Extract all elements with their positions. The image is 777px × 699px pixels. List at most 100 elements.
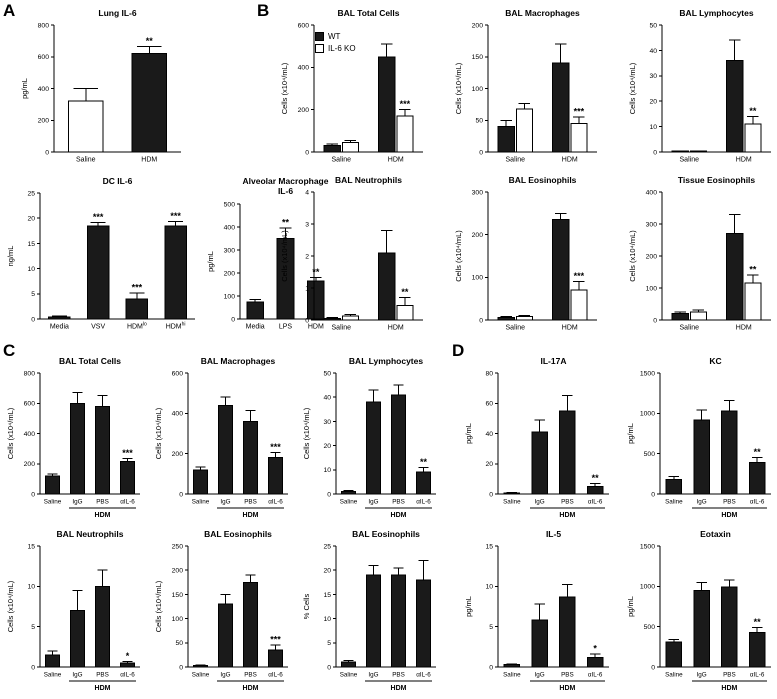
- svg-text:***: ***: [170, 211, 181, 221]
- svg-text:1000: 1000: [640, 584, 655, 591]
- svg-text:0: 0: [653, 149, 657, 156]
- svg-text:20: 20: [649, 99, 657, 106]
- svg-text:**: **: [312, 267, 320, 277]
- svg-text:HDM: HDM: [736, 325, 752, 332]
- svg-text:Cells (x10⁴/mL): Cells (x10⁴/mL): [628, 230, 637, 282]
- svg-text:HDM: HDM: [388, 325, 404, 332]
- svg-text:0: 0: [179, 664, 183, 671]
- svg-text:BAL Lymphocytes: BAL Lymphocytes: [679, 8, 753, 18]
- svg-text:***: ***: [132, 282, 143, 292]
- svg-text:600: 600: [24, 401, 36, 408]
- svg-text:BAL Neutrophils: BAL Neutrophils: [335, 175, 402, 185]
- svg-text:300: 300: [646, 221, 658, 228]
- svg-text:0: 0: [651, 491, 655, 498]
- svg-text:600: 600: [172, 370, 184, 377]
- svg-text:500: 500: [644, 451, 656, 458]
- chart-bal-lymphocytes-c: 0 10 20 30 40 50 Cells (x10⁴/mL) BAL Lymphocyte…: [300, 352, 441, 524]
- svg-text:IgG: IgG: [368, 499, 378, 506]
- svg-text:0: 0: [489, 491, 493, 498]
- chart-eotaxin: 0 500 1000 1500 pg/mL Eotaxin ** Saline IgG PBS αI…: [624, 525, 776, 697]
- svg-text:4: 4: [305, 189, 309, 196]
- svg-text:50: 50: [323, 370, 331, 377]
- svg-text:Cells (x10⁴/mL): Cells (x10⁴/mL): [454, 62, 463, 114]
- svg-text:HDM: HDM: [95, 685, 111, 692]
- chart-bal-lymphocytes-b: 0 10 20 30 40 50 Cells (x10⁴/mL) BAL Lymphocyte…: [626, 4, 776, 168]
- svg-text:3: 3: [305, 221, 309, 228]
- svg-text:0: 0: [31, 664, 35, 671]
- svg-text:IgG: IgG: [220, 499, 230, 506]
- svg-text:BAL Total Cells: BAL Total Cells: [337, 8, 399, 18]
- svg-text:5: 5: [31, 291, 35, 298]
- svg-text:200: 200: [224, 270, 236, 277]
- svg-text:*: *: [593, 644, 597, 654]
- svg-text:HDM: HDM: [721, 512, 737, 519]
- svg-text:Saline: Saline: [665, 672, 683, 679]
- svg-text:PBS: PBS: [392, 499, 405, 506]
- svg-text:pg/mL: pg/mL: [20, 78, 29, 99]
- svg-text:αIL-6: αIL-6: [750, 672, 765, 679]
- svg-text:pg/mL: pg/mL: [464, 423, 473, 444]
- svg-text:0: 0: [179, 491, 183, 498]
- svg-text:200: 200: [472, 232, 484, 239]
- svg-text:Media: Media: [246, 324, 265, 331]
- svg-text:HDM: HDM: [559, 512, 575, 519]
- svg-text:800: 800: [24, 370, 36, 377]
- svg-text:**: **: [146, 36, 154, 46]
- svg-text:Cells (x10⁴/mL): Cells (x10⁴/mL): [628, 62, 637, 114]
- svg-text:25: 25: [27, 190, 35, 197]
- il6ko-swatch-icon: [315, 44, 324, 53]
- svg-text:Saline: Saline: [192, 672, 210, 679]
- svg-text:15: 15: [323, 592, 331, 599]
- svg-text:**: **: [282, 218, 290, 228]
- svg-text:BAL Eosinophils: BAL Eosinophils: [204, 529, 272, 539]
- svg-text:***: ***: [574, 271, 585, 281]
- svg-text:0: 0: [479, 317, 483, 324]
- svg-text:HDM: HDM: [388, 157, 404, 164]
- svg-text:BAL Total Cells: BAL Total Cells: [59, 356, 121, 366]
- legend-label-il6ko: IL-6 KO: [328, 44, 356, 53]
- svg-text:HDM: HDM: [308, 324, 324, 331]
- svg-text:400: 400: [646, 189, 658, 196]
- svg-text:αIL-6: αIL-6: [120, 672, 135, 679]
- svg-text:Cells (x10⁴/mL): Cells (x10⁴/mL): [154, 580, 163, 632]
- svg-text:Saline: Saline: [192, 499, 210, 506]
- svg-text:15: 15: [27, 543, 35, 550]
- svg-text:Saline: Saline: [332, 157, 352, 164]
- svg-text:Saline: Saline: [680, 325, 700, 332]
- chart-bal-eosinophils-b: 0 100 200 300 Cells (x10⁴/mL) BAL Eosinophils…: [452, 171, 602, 336]
- svg-text:IgG: IgG: [697, 499, 707, 506]
- svg-text:IL-17A: IL-17A: [541, 356, 567, 366]
- chart-kc: 0 500 1000 1500 pg/mL KC ** Saline IgG PBS αIL-6 HD…: [624, 352, 776, 524]
- svg-text:Saline: Saline: [503, 672, 521, 679]
- svg-text:HDM: HDM: [559, 685, 575, 692]
- svg-text:20: 20: [323, 443, 331, 450]
- svg-text:200: 200: [172, 568, 184, 575]
- svg-text:10: 10: [27, 584, 35, 591]
- chart-bal-neutrophils-b: 0 1 2 3 4 Cells (x10⁴/mL) BAL Neutrophils ** Sal…: [278, 171, 428, 336]
- panel-label-d: D: [452, 341, 465, 360]
- svg-text:200: 200: [38, 118, 50, 125]
- svg-text:IgG: IgG: [535, 499, 545, 506]
- svg-text:30: 30: [649, 73, 657, 80]
- chart-bal-total-cells-c: 0 200 400 600 800 Cells (x10⁴/mL) BAL Total Ce…: [4, 352, 145, 524]
- svg-text:100: 100: [172, 616, 184, 623]
- svg-text:IL-6: IL-6: [278, 186, 293, 196]
- svg-text:αIL-6: αIL-6: [416, 672, 431, 679]
- svg-text:1: 1: [305, 285, 309, 292]
- chart-lung-il6: 0 200 400 600 800 pg/mL Lung IL-6 ** Saline HDM: [18, 4, 186, 168]
- svg-text:HDM: HDM: [736, 157, 752, 164]
- svg-text:αIL-6: αIL-6: [588, 672, 603, 679]
- panel-b: 0 200 400 600 Cells (x10⁴/mL) BAL Total Cells…: [278, 4, 776, 336]
- svg-text:20: 20: [323, 568, 331, 575]
- svg-text:100: 100: [646, 285, 658, 292]
- svg-text:Saline: Saline: [340, 499, 358, 506]
- svg-text:VSV: VSV: [91, 324, 105, 331]
- svg-text:BAL Lymphocytes: BAL Lymphocytes: [349, 356, 423, 366]
- svg-text:αIL-6: αIL-6: [120, 499, 135, 506]
- svg-text:0: 0: [31, 316, 35, 323]
- svg-text:5: 5: [327, 640, 331, 647]
- svg-text:500: 500: [224, 201, 236, 208]
- svg-text:αIL-6: αIL-6: [268, 672, 283, 679]
- svg-text:200: 200: [24, 461, 36, 468]
